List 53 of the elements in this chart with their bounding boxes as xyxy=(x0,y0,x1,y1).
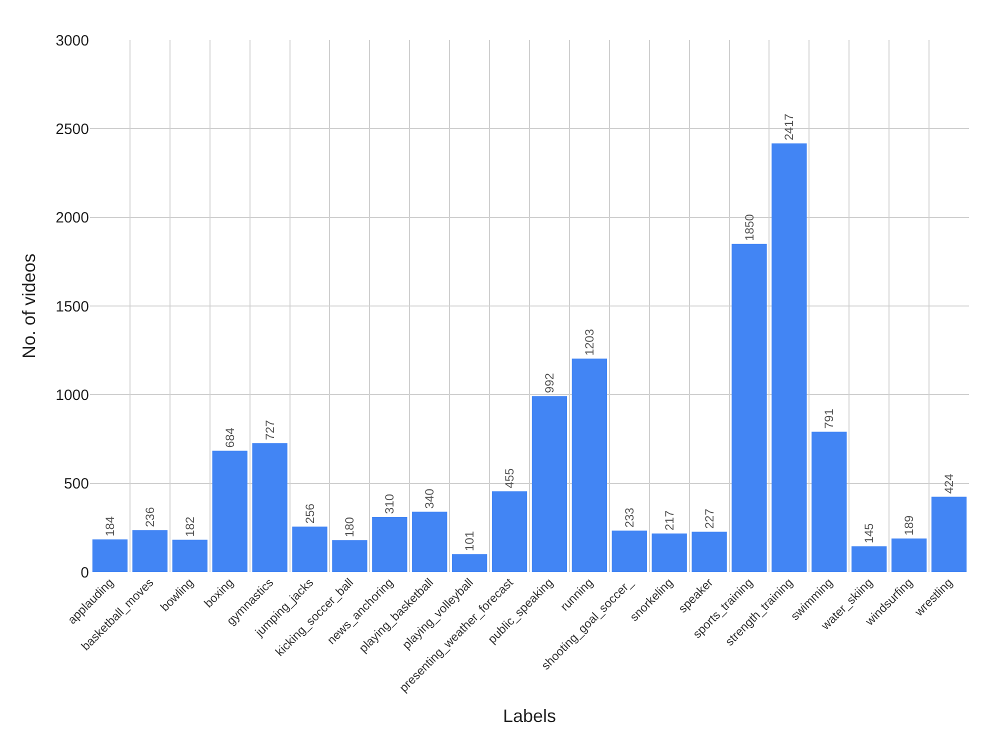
data-label: 227 xyxy=(702,508,716,529)
data-label: 424 xyxy=(942,473,956,494)
bar xyxy=(852,546,887,572)
data-label: 1203 xyxy=(582,328,596,356)
bar xyxy=(92,539,128,572)
y-tick-label: 1500 xyxy=(56,298,89,316)
y-tick-label: 1000 xyxy=(56,386,89,404)
y-tick-label: 2500 xyxy=(56,120,89,138)
y-tick-label: 0 xyxy=(80,564,89,582)
data-label: 310 xyxy=(382,494,397,514)
data-label: 455 xyxy=(502,468,517,488)
bar xyxy=(292,526,328,572)
y-tick-label: 3000 xyxy=(56,32,89,50)
bar xyxy=(572,358,608,572)
data-label: 182 xyxy=(182,516,197,537)
data-label: 256 xyxy=(302,503,317,524)
bar xyxy=(132,530,168,572)
data-label: 1850 xyxy=(742,214,756,241)
bar xyxy=(252,443,288,572)
bar xyxy=(532,396,568,572)
bar xyxy=(732,244,767,572)
bar xyxy=(891,538,927,572)
data-label: 180 xyxy=(342,516,357,538)
bar xyxy=(772,143,807,572)
bar xyxy=(172,540,208,572)
y-axis-title: No. of videos xyxy=(18,253,39,359)
data-label: 184 xyxy=(102,516,117,536)
data-label: 791 xyxy=(822,408,836,429)
bar xyxy=(492,491,528,572)
data-label: 684 xyxy=(222,427,237,448)
data-label: 2417 xyxy=(782,113,796,140)
bar xyxy=(812,432,847,572)
y-tick-label: 500 xyxy=(64,476,89,493)
data-label: 189 xyxy=(902,515,916,536)
bar xyxy=(692,532,727,572)
data-label: 233 xyxy=(622,507,636,528)
bar xyxy=(452,554,488,572)
data-label: 101 xyxy=(462,530,477,552)
data-label: 145 xyxy=(862,522,876,544)
bar xyxy=(372,517,408,572)
data-label: 340 xyxy=(422,488,437,509)
bar xyxy=(612,530,647,572)
bar xyxy=(931,496,967,572)
bar xyxy=(212,450,248,572)
bar xyxy=(332,540,368,572)
data-label: 217 xyxy=(662,510,676,531)
bar xyxy=(412,512,448,572)
y-tick-label: 2000 xyxy=(56,210,89,227)
bar xyxy=(652,534,687,572)
data-label: 236 xyxy=(142,506,157,528)
x-axis-title: Labels xyxy=(502,706,556,726)
data-label: 727 xyxy=(262,420,277,440)
data-label: 992 xyxy=(542,372,556,394)
